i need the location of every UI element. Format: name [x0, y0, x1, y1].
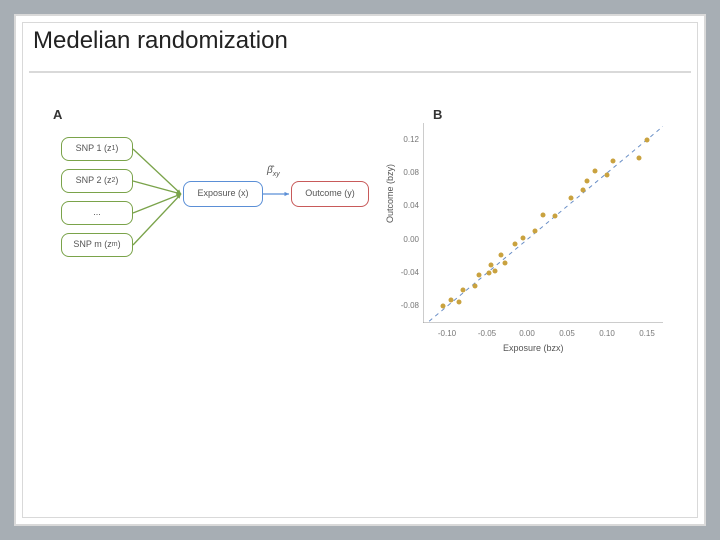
- scatter-point: [533, 229, 538, 234]
- scatter-point: [457, 300, 462, 305]
- exposure-node: Exposure (x): [183, 181, 263, 207]
- scatter-point: [605, 172, 610, 177]
- outer-frame: Medelian randomization A SNP 1 (z1) SNP 2…: [14, 14, 706, 526]
- y-tick: 0.08: [389, 168, 419, 177]
- y-tick: -0.04: [389, 268, 419, 277]
- panel-b: B Exposure (bzx) Outcome (bzy) -0.10-0.0…: [383, 113, 683, 373]
- scatter-point: [569, 196, 574, 201]
- y-tick: 0.00: [389, 235, 419, 244]
- snp-node: SNP 1 (z1): [61, 137, 133, 161]
- content-area: A SNP 1 (z1) SNP 2 (z2)... SNP m (zm) Expo…: [33, 83, 687, 507]
- scatter-point: [585, 179, 590, 184]
- y-tick: 0.12: [389, 135, 419, 144]
- snp-node: SNP m (zm): [61, 233, 133, 257]
- scatter-point: [489, 262, 494, 267]
- scatter-plot-area: [423, 123, 663, 323]
- x-tick: 0.00: [513, 329, 541, 338]
- scatter-point: [461, 287, 466, 292]
- x-axis-label: Exposure (bzx): [503, 343, 564, 353]
- snp-node: ...: [61, 201, 133, 225]
- scatter-point: [593, 169, 598, 174]
- panel-a: A SNP 1 (z1)SNP 2 (z2)...SNP m (zm) Expo…: [53, 113, 373, 333]
- scatter-point: [541, 212, 546, 217]
- panel-a-letter: A: [53, 107, 62, 122]
- y-tick: -0.08: [389, 301, 419, 310]
- scatter-point: [493, 269, 498, 274]
- scatter-point: [553, 214, 558, 219]
- scatter-point: [477, 272, 482, 277]
- x-tick: 0.05: [553, 329, 581, 338]
- scatter-point: [441, 304, 446, 309]
- title-underline: [29, 71, 691, 73]
- scatter-point: [513, 241, 518, 246]
- x-tick: -0.05: [473, 329, 501, 338]
- inner-frame: Medelian randomization A SNP 1 (z1) SNP 2…: [22, 22, 698, 518]
- scatter-point: [611, 158, 616, 163]
- outcome-node: Outcome (y): [291, 181, 369, 207]
- scatter-point: [486, 271, 491, 276]
- scatter-point: [645, 137, 650, 142]
- scatter-point: [499, 252, 504, 257]
- slide-title: Medelian randomization: [33, 27, 288, 55]
- scatter-point: [473, 283, 478, 288]
- scatter-point: [521, 236, 526, 241]
- panel-b-letter: B: [433, 107, 442, 122]
- snp-node: SNP 2 (z2): [61, 169, 133, 193]
- x-tick: -0.10: [433, 329, 461, 338]
- scatter-svg: [423, 123, 663, 323]
- effect-label: β̂xy: [267, 165, 280, 178]
- scatter-point: [502, 261, 507, 266]
- y-tick: 0.04: [389, 201, 419, 210]
- slide-background: Medelian randomization A SNP 1 (z1) SNP 2…: [0, 0, 720, 540]
- scatter-point: [449, 297, 454, 302]
- scatter-point: [637, 156, 642, 161]
- x-tick: 0.10: [593, 329, 621, 338]
- x-tick: 0.15: [633, 329, 661, 338]
- scatter-point: [581, 187, 586, 192]
